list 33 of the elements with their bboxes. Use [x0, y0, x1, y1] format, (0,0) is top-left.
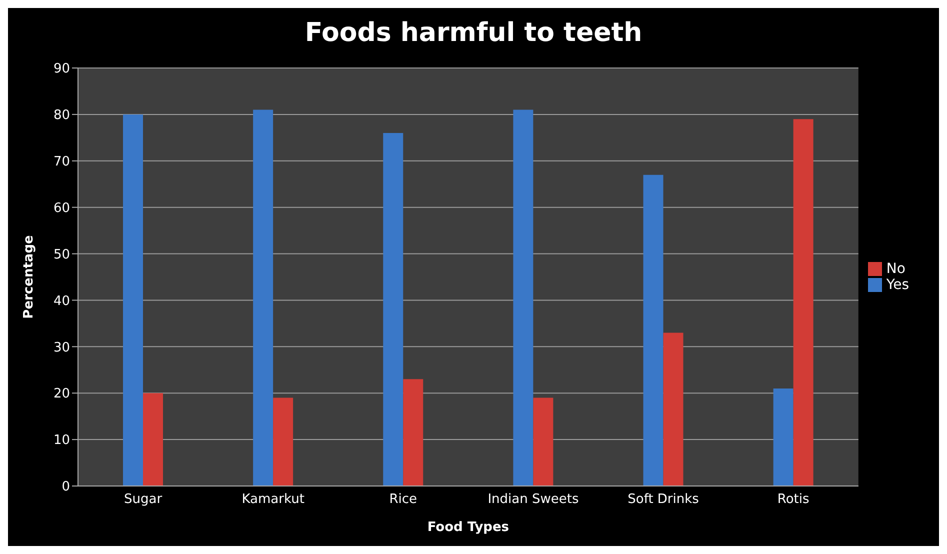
bar [643, 174, 664, 486]
x-tick-label: Kamarkut [242, 492, 304, 508]
chart-title: Foods harmful to teeth [304, 18, 644, 48]
y-tick-label: 50 [53, 247, 70, 262]
x-tick-label: Indian Sweets [488, 492, 579, 508]
y-tick-label: 0 [62, 480, 70, 495]
bar [123, 114, 143, 486]
x-axis-title: Food Types [427, 520, 510, 535]
legend-label: Yes [886, 277, 909, 293]
bar [143, 393, 163, 486]
bar [663, 332, 684, 486]
bar [403, 379, 424, 486]
bar [253, 110, 274, 486]
bar [533, 398, 554, 486]
x-tick-label: Rotis [777, 492, 810, 508]
bar [773, 388, 794, 486]
y-tick-label: 40 [53, 294, 70, 309]
legend-label: No [886, 261, 906, 277]
bar [383, 133, 404, 486]
y-axis-title: Percentage [22, 235, 37, 319]
y-tick-label: 20 [53, 386, 70, 402]
bar [793, 119, 814, 486]
y-tick-label: 80 [53, 108, 70, 124]
bar [273, 398, 294, 486]
y-tick-label: 60 [53, 200, 70, 216]
x-tick-label: Soft Drinks [628, 492, 700, 508]
y-tick-label: 10 [53, 433, 70, 448]
y-tick-label: 90 [53, 62, 70, 77]
x-tick-label: Sugar [124, 492, 163, 508]
y-tick-label: 70 [53, 154, 70, 170]
bar [513, 110, 534, 486]
y-tick-label: 30 [53, 340, 70, 356]
x-tick-label: Rice [389, 492, 418, 508]
